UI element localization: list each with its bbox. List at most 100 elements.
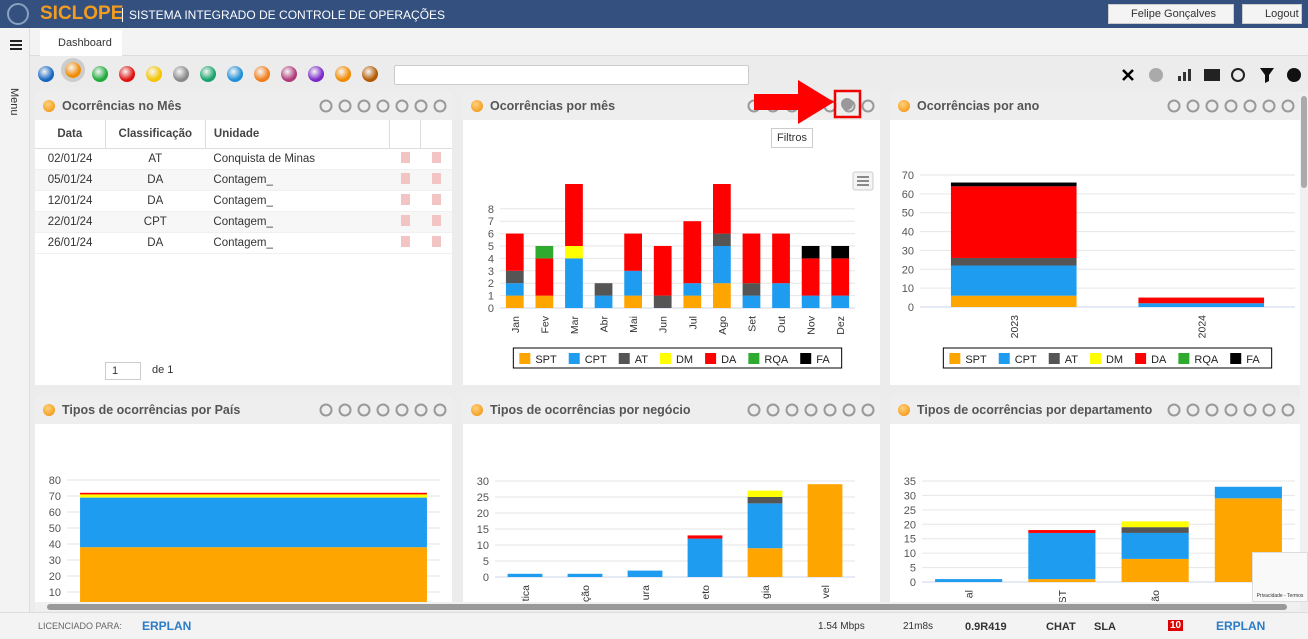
legend-swatch [1048, 353, 1060, 364]
icon-column [420, 120, 452, 149]
bar-segment [935, 579, 1003, 582]
bar-segment [80, 492, 427, 495]
color-filter[interactable] [61, 58, 85, 82]
y-tick-label: 30 [49, 555, 61, 567]
pdf-icon[interactable] [420, 169, 452, 191]
y-tick-label: 40 [902, 227, 914, 239]
legend-box [512, 347, 843, 369]
table-cell: Contagem_ [205, 211, 390, 233]
pdf-icon[interactable] [420, 232, 452, 254]
table-row[interactable]: 05/01/24 DA Contagem_ [35, 169, 452, 191]
v-scrollbar[interactable] [1300, 92, 1308, 602]
legend-swatch [659, 353, 671, 364]
panel-icons[interactable] [318, 98, 448, 114]
legend-swatch [1089, 353, 1101, 364]
legend-swatch [748, 353, 760, 364]
tab[interactable]: Dashboard [40, 30, 122, 56]
color-filter[interactable] [200, 66, 216, 82]
y-tick-label: 80 [49, 475, 61, 487]
table-row[interactable]: 22/01/24 CPT Contagem_ [35, 211, 452, 233]
recaptcha-text: Privacidade - Termos [1256, 593, 1304, 599]
color-filter[interactable] [308, 66, 324, 82]
pdf-icon[interactable] [389, 232, 421, 254]
legend-swatch [568, 353, 580, 364]
menu-label[interactable]: Menu [8, 88, 20, 116]
x-tick-label: ção [580, 585, 592, 602]
color-filter[interactable] [227, 66, 243, 82]
chart-panel: Ocorrências por mês 0 1 2 3 4 5 6 7 8 Jan Fev Mar Abr… [463, 92, 880, 385]
bar-segment [747, 490, 783, 497]
color-filter[interactable] [335, 66, 351, 82]
x-tick-label: al [964, 590, 976, 598]
legend-swatch [618, 353, 630, 364]
x-tick-label: ura [640, 585, 652, 600]
pdf-icon[interactable] [420, 211, 452, 233]
color-filter[interactable] [173, 66, 189, 82]
pdf-icon[interactable] [389, 148, 421, 170]
color-filter[interactable] [281, 66, 297, 82]
legend-swatch [998, 353, 1010, 364]
tab-label: Dashboard [58, 37, 112, 49]
y-tick-label: 10 [49, 587, 61, 599]
bar-segment [950, 182, 1077, 187]
x-tick-label: Fev [539, 315, 551, 333]
page-of: de 1 [152, 364, 174, 376]
h-scrollbar[interactable] [35, 602, 1300, 611]
color-filter[interactable] [146, 66, 162, 82]
speed: 1.54 Mbps [818, 621, 865, 632]
x-tick-label: ão [1150, 590, 1162, 602]
user-menu[interactable]: Felipe Gonçalves [1108, 4, 1234, 24]
panel-title: Tipos de ocorrências por País [35, 396, 452, 424]
pdf-icon[interactable] [389, 169, 421, 191]
y-tick-label: 0 [908, 302, 914, 314]
color-filter[interactable] [254, 66, 270, 82]
panel-icons[interactable] [318, 402, 448, 418]
table: Data Classificação Unidade 02/01/24 AT Conqui… [35, 120, 452, 254]
panel-icons[interactable] [746, 402, 876, 418]
table-row[interactable]: 12/01/24 DA Contagem_ [35, 190, 452, 212]
chart-panel: Tipos de ocorrências por negócio 0 5 10 15 20… [463, 396, 880, 602]
y-tick-label: 8 [488, 204, 494, 216]
x-tick-label: Mar [569, 316, 581, 335]
bar-segment [742, 295, 761, 308]
bar-segment [742, 283, 761, 296]
chart-menu[interactable] [852, 171, 874, 191]
pdf-icon[interactable] [420, 190, 452, 212]
panel-icons[interactable] [1166, 98, 1296, 114]
bar-segment [80, 497, 427, 548]
color-filter[interactable] [38, 66, 54, 82]
y-tick-label: 15 [477, 524, 489, 536]
legend-label: AT [1065, 354, 1079, 366]
color-filter[interactable] [92, 66, 108, 82]
y-tick-label: 35 [904, 476, 916, 488]
y-tick-label: 70 [902, 170, 914, 182]
logout-button[interactable]: Logout [1242, 4, 1302, 24]
bar-segment [801, 258, 820, 296]
table-row[interactable]: 26/01/24 DA Contagem_ [35, 232, 452, 254]
color-filter[interactable] [119, 66, 135, 82]
panel-title: Tipos de ocorrências por negócio [463, 396, 880, 424]
chart: 0 5 10 15 20 25 30 35 al ST ão [904, 476, 1295, 602]
panel-icons[interactable] [1166, 402, 1296, 418]
sla[interactable]: SLA [1094, 621, 1116, 633]
table-cell: DA [105, 232, 206, 254]
pdf-icon[interactable] [420, 148, 452, 170]
bar-segment [687, 538, 723, 577]
bar-segment [713, 233, 731, 246]
bar-segment [713, 184, 731, 234]
chat[interactable]: CHAT [1046, 621, 1076, 633]
badge: 10 [1168, 620, 1184, 631]
y-tick-label: 15 [904, 534, 916, 546]
pdf-icon[interactable] [389, 211, 421, 233]
hamburger[interactable] [10, 40, 22, 50]
toolbar-icons [1122, 68, 1301, 83]
color-filter[interactable] [362, 66, 378, 82]
column-header: Classificação [105, 120, 206, 149]
table-cell: DA [105, 169, 206, 191]
page-input[interactable]: 1 [105, 362, 141, 380]
table-row[interactable]: 02/01/24 AT Conquista de Minas [35, 148, 452, 170]
pdf-icon[interactable] [389, 190, 421, 212]
search-box[interactable] [394, 65, 749, 85]
